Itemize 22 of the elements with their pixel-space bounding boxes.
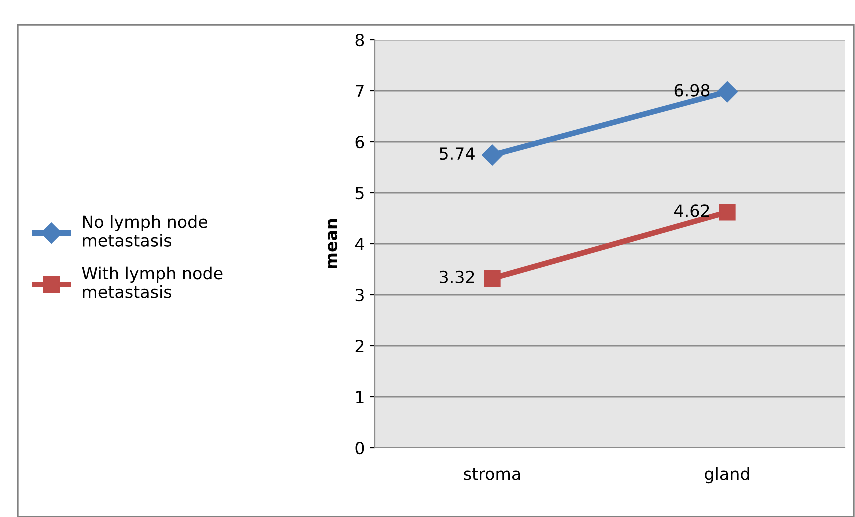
point <box>719 204 736 221</box>
point <box>484 270 501 288</box>
legend-label: No lymph node metastasis <box>83 215 208 247</box>
y-tick-label: 5 <box>356 187 364 200</box>
data-label: 3.32 <box>440 270 474 284</box>
y-axis-title: mean <box>328 219 338 269</box>
y-tick-label: 7 <box>356 85 364 98</box>
y-tick-label: 8 <box>356 34 364 47</box>
point <box>482 144 504 166</box>
y-tick-label: 4 <box>355 238 364 250</box>
x-tick-label: stroma <box>464 468 520 480</box>
y-tick-label: 2 <box>356 340 364 352</box>
legend-label: With lymph node metastasis <box>82 266 223 298</box>
y-tick-label: 3 <box>356 288 364 302</box>
y-tick-label: 1 <box>356 391 364 404</box>
y-tick-label: 6 <box>356 136 364 149</box>
x-tick-label: gland <box>705 467 750 484</box>
point <box>716 82 738 103</box>
y-tick-label: 0 <box>356 442 364 455</box>
data-label: 4.62 <box>674 204 710 218</box>
data-label: 5.74 <box>440 148 475 160</box>
data-label: 6.98 <box>674 84 710 97</box>
